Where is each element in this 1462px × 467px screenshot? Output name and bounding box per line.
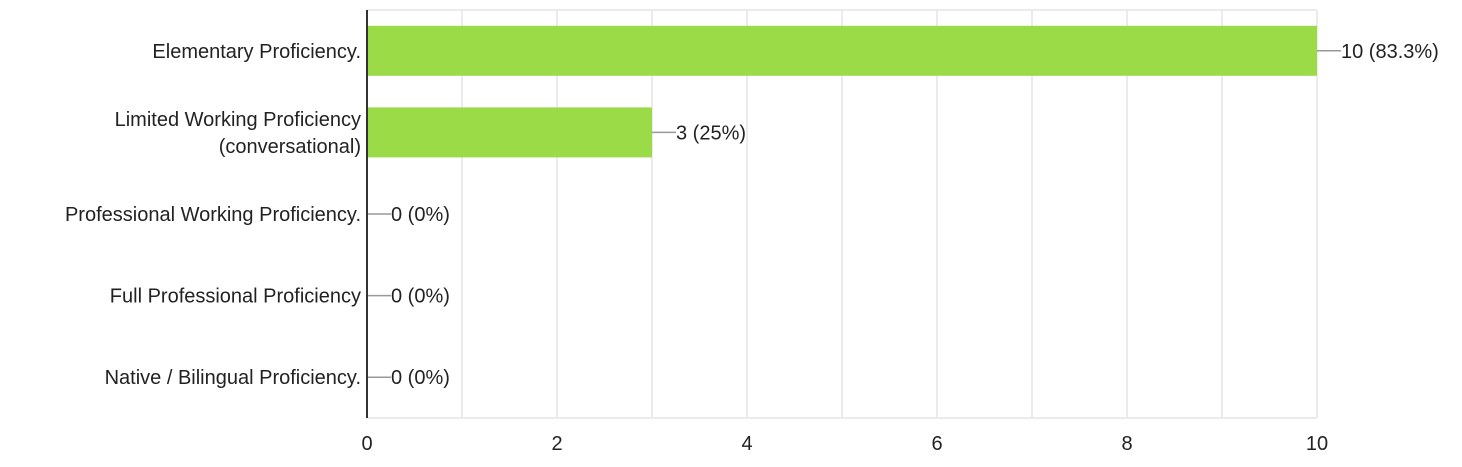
data-label: 10 (83.3%) bbox=[1341, 41, 1439, 63]
data-label: 0 (0%) bbox=[391, 204, 450, 226]
x-tick-label: 6 bbox=[931, 433, 942, 455]
data-label: 3 (25%) bbox=[676, 122, 746, 144]
bar bbox=[367, 25, 1317, 76]
x-tick-label: 4 bbox=[741, 433, 752, 455]
category-label: Professional Working Proficiency. bbox=[65, 204, 361, 226]
data-label: 0 (0%) bbox=[391, 367, 450, 389]
x-tick-label: 0 bbox=[361, 433, 372, 455]
category-label: Native / Bilingual Proficiency. bbox=[105, 367, 361, 389]
category-label: Limited Working Proficiency bbox=[115, 109, 361, 131]
x-tick-label: 2 bbox=[551, 433, 562, 455]
category-label: Elementary Proficiency. bbox=[152, 41, 361, 63]
category-label: (conversational) bbox=[219, 136, 361, 158]
category-label: Full Professional Proficiency bbox=[110, 286, 361, 308]
bar bbox=[367, 107, 652, 158]
x-tick-label: 8 bbox=[1121, 433, 1132, 455]
x-tick-label: 10 bbox=[1306, 433, 1328, 455]
data-label: 0 (0%) bbox=[391, 286, 450, 308]
